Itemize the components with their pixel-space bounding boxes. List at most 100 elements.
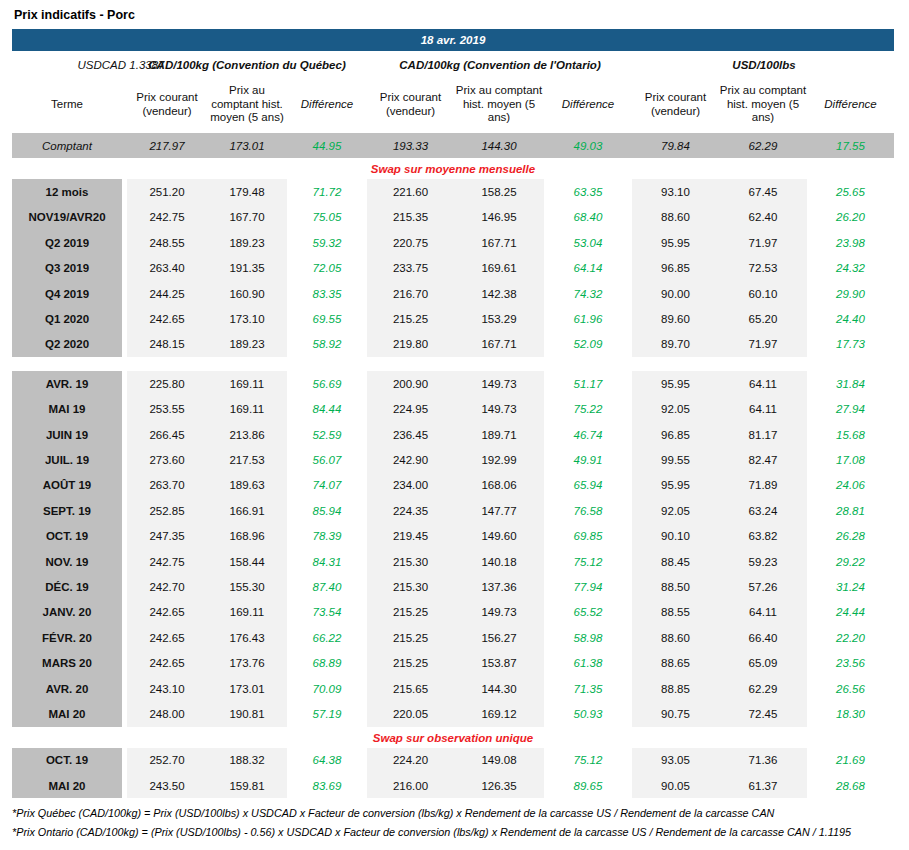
difference-cell: 24.40 (807, 306, 894, 331)
price-cell: 217.97 (127, 133, 207, 158)
difference-cell: 76.58 (544, 498, 632, 523)
difference-cell: 68.89 (287, 650, 367, 675)
price-cell: 189.23 (207, 230, 287, 255)
price-cell: 215.30 (367, 549, 454, 574)
difference-cell: 51.17 (544, 371, 632, 396)
price-cell: 153.87 (454, 650, 544, 675)
difference-cell: 89.65 (544, 773, 632, 798)
difference-cell: 58.92 (287, 332, 367, 357)
price-cell: 61.37 (719, 773, 807, 798)
price-cell: 242.90 (367, 447, 454, 472)
difference-cell: 61.38 (544, 650, 632, 675)
price-cell: 217.53 (207, 447, 287, 472)
difference-cell: 31.84 (807, 371, 894, 396)
price-cell: 193.33 (367, 133, 454, 158)
group-header-row: USDCAD 1.3387 CAD/100kg (Convention du Q… (12, 54, 894, 76)
price-cell: 156.27 (454, 625, 544, 650)
table-row: Q2 2020248.15189.2358.92219.80167.7152.0… (12, 332, 894, 357)
price-cell: 57.26 (719, 574, 807, 599)
price-cell: 88.55 (632, 600, 719, 625)
term-cell: 12 mois (12, 179, 122, 204)
section-title-monthly-swap: Swap sur moyenne mensuelle (12, 158, 894, 179)
price-cell: 236.45 (367, 422, 454, 447)
price-cell: 71.89 (719, 473, 807, 498)
price-cell: 144.30 (454, 133, 544, 158)
difference-cell: 83.69 (287, 773, 367, 798)
difference-cell: 26.20 (807, 205, 894, 230)
group-header-usd: USD/100lbs (732, 59, 795, 71)
price-cell: 95.95 (632, 371, 719, 396)
difference-cell: 29.22 (807, 549, 894, 574)
price-cell: 215.25 (367, 306, 454, 331)
price-cell: 88.85 (632, 676, 719, 701)
price-cell: 215.25 (367, 625, 454, 650)
price-cell: 64.11 (719, 371, 807, 396)
price-cell: 248.15 (127, 332, 207, 357)
difference-cell: 61.96 (544, 306, 632, 331)
price-cell: 248.00 (127, 701, 207, 726)
price-cell: 95.95 (632, 473, 719, 498)
term-cell: JANV. 20 (12, 600, 122, 625)
term-cell: Q3 2019 (12, 256, 122, 281)
term-cell: JUIL. 19 (12, 447, 122, 472)
price-cell: 173.76 (207, 650, 287, 675)
price-cell: 215.35 (367, 205, 454, 230)
price-cell: 266.45 (127, 422, 207, 447)
price-cell: 96.85 (632, 256, 719, 281)
price-cell: 88.65 (632, 650, 719, 675)
price-cell: 169.61 (454, 256, 544, 281)
price-cell: 92.05 (632, 498, 719, 523)
difference-cell: 75.22 (544, 397, 632, 422)
monthly-swap-section: 12 mois251.20179.4871.72221.60158.2563.3… (12, 179, 909, 357)
difference-cell: 77.94 (544, 574, 632, 599)
price-cell: 252.85 (127, 498, 207, 523)
term-cell: AVR. 19 (12, 371, 122, 396)
price-cell: 192.99 (454, 447, 544, 472)
table-row: MARS 20242.65173.7668.89215.25153.8761.3… (12, 650, 894, 675)
price-cell: 158.44 (207, 549, 287, 574)
table-row: Q1 2020242.65173.1069.55215.25153.2961.9… (12, 306, 894, 331)
price-cell: 225.80 (127, 371, 207, 396)
difference-cell: 71.35 (544, 676, 632, 701)
table-row: MAI 19253.55169.1184.44224.95149.7375.22… (12, 397, 894, 422)
difference-cell: 65.94 (544, 473, 632, 498)
column-header-ontario-current: Prix courant (vendeur) (367, 76, 454, 133)
price-cell: 60.10 (719, 281, 807, 306)
price-cell: 64.11 (719, 600, 807, 625)
table-row: JUIN 19266.45213.8652.59236.45189.7146.7… (12, 422, 894, 447)
table-row: JUIL. 19273.60217.5356.07242.90192.9949.… (12, 447, 894, 472)
price-cell: 72.45 (719, 701, 807, 726)
price-cell: 88.60 (632, 205, 719, 230)
price-cell: 153.29 (454, 306, 544, 331)
price-cell: 242.65 (127, 600, 207, 625)
price-cell: 234.00 (367, 473, 454, 498)
difference-cell: 26.28 (807, 523, 894, 548)
price-cell: 89.70 (632, 332, 719, 357)
price-cell: 166.91 (207, 498, 287, 523)
table-row: NOV. 19242.75158.4484.31215.30140.1875.1… (12, 549, 894, 574)
term-cell: Q1 2020 (12, 306, 122, 331)
price-cell: 173.10 (207, 306, 287, 331)
difference-cell: 68.40 (544, 205, 632, 230)
difference-cell: 56.69 (287, 371, 367, 396)
term-cell: MAI 20 (12, 701, 122, 726)
term-cell: SEPT. 19 (12, 498, 122, 523)
table-row: OCT. 19247.35168.9678.39219.45149.6069.8… (12, 523, 894, 548)
difference-cell: 69.55 (287, 306, 367, 331)
price-cell: 200.90 (367, 371, 454, 396)
price-cell: 169.11 (207, 371, 287, 396)
price-cell: 149.73 (454, 600, 544, 625)
price-cell: 99.55 (632, 447, 719, 472)
price-cell: 137.36 (454, 574, 544, 599)
price-cell: 63.82 (719, 523, 807, 548)
comptant-row: Comptant217.97173.0144.95193.33144.3049.… (12, 133, 894, 158)
section-spacer (12, 357, 909, 371)
difference-cell: 69.85 (544, 523, 632, 548)
column-header-terme: Terme (12, 76, 122, 133)
price-cell: 242.65 (127, 306, 207, 331)
difference-cell: 17.73 (807, 332, 894, 357)
price-cell: 62.29 (719, 676, 807, 701)
price-cell: 140.18 (454, 549, 544, 574)
difference-cell: 24.32 (807, 256, 894, 281)
difference-cell: 46.74 (544, 422, 632, 447)
